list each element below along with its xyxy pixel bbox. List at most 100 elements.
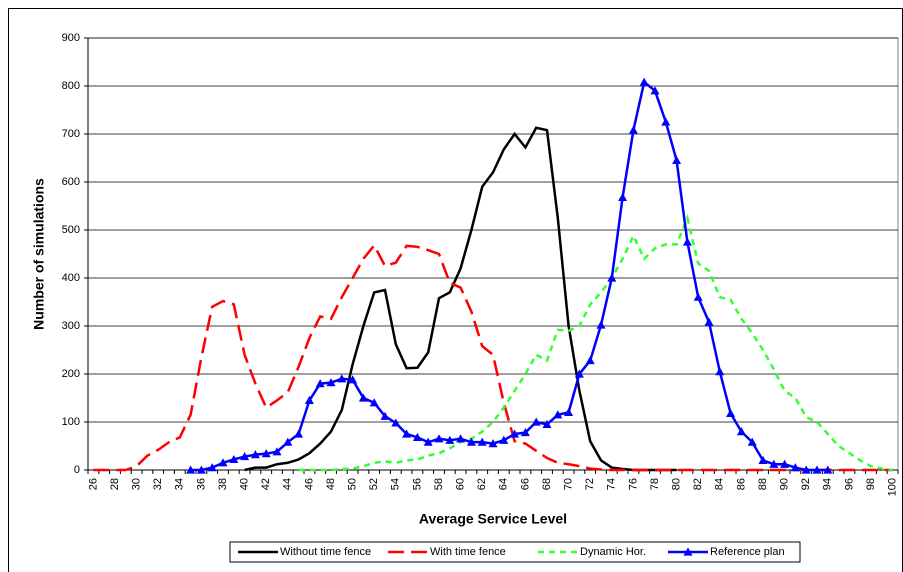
x-tick-label: 72 [584, 478, 596, 490]
plot-area [87, 37, 899, 471]
marker [369, 398, 379, 407]
marker [412, 432, 422, 441]
x-tick-label: 42 [260, 478, 272, 490]
marker [380, 411, 390, 420]
marker [240, 452, 250, 461]
y-tick-label: 400 [62, 272, 80, 284]
marker [812, 465, 822, 474]
x-tick-label: 60 [455, 478, 467, 490]
marker [736, 427, 746, 436]
marker [283, 437, 293, 446]
x-tick-label: 32 [152, 478, 164, 490]
marker [618, 192, 628, 201]
x-tick-label: 62 [476, 478, 488, 490]
marker [229, 454, 239, 464]
marker [445, 435, 455, 444]
marker [520, 428, 530, 437]
x-tick-label: 100 [887, 478, 899, 496]
marker [585, 356, 595, 365]
marker [726, 408, 736, 417]
x-tick-label: 78 [649, 478, 661, 490]
marker [261, 449, 271, 458]
marker [553, 410, 563, 419]
x-tick-label: 88 [757, 478, 769, 490]
marker [434, 434, 444, 443]
marker [801, 465, 811, 474]
x-tick-label: 38 [217, 478, 229, 490]
legend-label: Dynamic Hor. [580, 546, 646, 558]
marker [531, 417, 541, 426]
legend-label: Without time fence [280, 546, 371, 558]
marker [682, 237, 692, 246]
x-tick-label: 48 [325, 478, 337, 490]
marker [477, 437, 487, 446]
series-line [93, 243, 893, 472]
marker [542, 419, 552, 428]
y-tick-label: 300 [62, 320, 80, 332]
x-tick-label: 80 [671, 478, 683, 490]
x-tick-label: 36 [195, 478, 207, 490]
marker [207, 463, 217, 472]
x-tick-label: 54 [390, 478, 402, 490]
marker [456, 434, 466, 443]
x-tick-label: 76 [627, 478, 639, 490]
y-tick-label: 600 [62, 176, 80, 188]
marker [423, 437, 433, 446]
marker [715, 367, 725, 376]
y-tick-label: 900 [62, 32, 80, 44]
y-axis-label: Number of simulations [31, 178, 47, 330]
x-tick-label: 86 [735, 478, 747, 490]
x-tick-label: 92 [800, 478, 812, 490]
x-tick-label: 98 [865, 478, 877, 490]
marker [250, 450, 260, 459]
marker [704, 317, 714, 326]
x-tick-label: 68 [541, 478, 553, 490]
x-tick-label: 74 [606, 478, 618, 490]
marker [769, 459, 779, 468]
x-tick-label: 96 [843, 478, 855, 490]
marker [466, 437, 476, 446]
marker [304, 395, 314, 404]
x-tick-label: 66 [519, 478, 531, 490]
x-tick-label: 26 [87, 478, 99, 490]
marker [661, 117, 671, 126]
x-tick-label: 50 [347, 478, 359, 490]
y-tick-label: 700 [62, 128, 80, 140]
marker [218, 458, 228, 467]
marker [326, 378, 336, 387]
x-tick-label: 28 [109, 478, 121, 490]
x-tick-label: 40 [239, 478, 251, 490]
marker [574, 369, 584, 378]
marker [196, 465, 206, 474]
x-tick-label: 56 [411, 478, 423, 490]
marker [564, 407, 574, 416]
x-tick-label: 94 [822, 478, 834, 490]
marker [790, 463, 800, 472]
marker [823, 465, 833, 474]
marker [607, 273, 617, 282]
marker [747, 437, 757, 446]
y-tick-label: 200 [62, 368, 80, 380]
x-tick-label: 46 [303, 478, 315, 490]
marker [272, 447, 282, 456]
x-tick-label: 64 [498, 478, 510, 490]
legend-box [229, 541, 801, 563]
marker [650, 86, 660, 95]
marker [510, 429, 520, 438]
marker [186, 465, 196, 474]
marker [348, 375, 358, 384]
series-line [244, 126, 677, 472]
marker [499, 435, 509, 444]
legend-label: Reference plan [710, 546, 785, 558]
marker [693, 292, 703, 301]
x-tick-label: 70 [563, 478, 575, 490]
y-tick-label: 800 [62, 80, 80, 92]
marker [639, 77, 649, 86]
marker [596, 320, 606, 329]
marker [758, 455, 768, 464]
x-tick-label: 58 [433, 478, 445, 490]
y-tick-label: 500 [62, 224, 80, 236]
marker [294, 429, 304, 438]
marker [337, 374, 347, 383]
